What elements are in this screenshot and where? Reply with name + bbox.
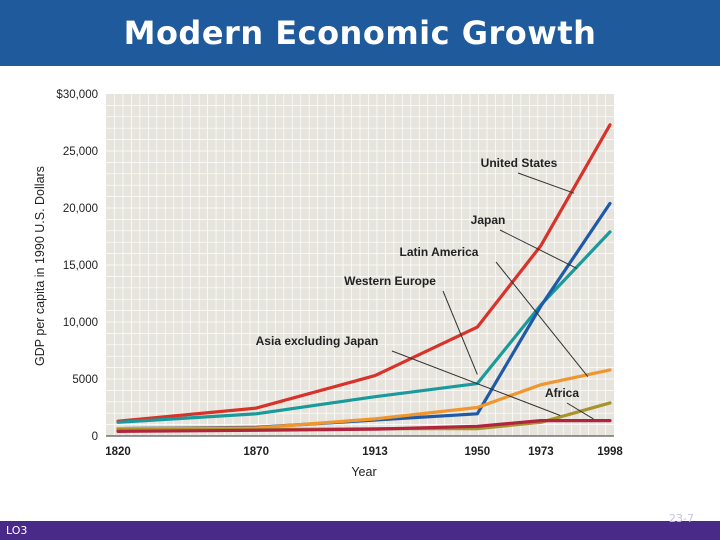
annotation-asia-excluding-japan: Asia excluding Japan bbox=[256, 334, 379, 348]
series-line-united-states bbox=[116, 123, 612, 423]
series-line-africa bbox=[116, 419, 612, 433]
x-tick-label: 1973 bbox=[528, 446, 554, 458]
leader-line bbox=[566, 402, 594, 420]
slide-title: Modern Economic Growth bbox=[123, 14, 597, 52]
x-tick-label: 1820 bbox=[105, 446, 131, 458]
annotation-africa: Africa bbox=[545, 386, 579, 400]
footer-bar bbox=[0, 521, 720, 540]
annotation-japan: Japan bbox=[471, 213, 506, 227]
annotation-leaders bbox=[391, 172, 594, 420]
series-line-western-europe bbox=[116, 230, 612, 424]
leader-line bbox=[495, 261, 589, 378]
learning-objective-label: LO3 bbox=[6, 524, 28, 537]
series-annotations: United States Japan Latin America Western E… bbox=[256, 156, 580, 400]
x-tick-label: 1870 bbox=[243, 446, 269, 458]
title-bar bbox=[0, 0, 720, 66]
annotation-western-europe: Western Europe bbox=[344, 274, 436, 288]
x-tick-label: 1950 bbox=[465, 446, 491, 458]
leader-line bbox=[391, 350, 561, 416]
x-axis-ticks: 1820 1870 1913 1950 1973 1998 bbox=[105, 446, 623, 458]
x-axis-label: Year bbox=[351, 465, 376, 479]
x-tick-label: 1998 bbox=[597, 446, 623, 458]
y-tick-label: 10,000 bbox=[63, 317, 98, 329]
slide-number: 23-7 bbox=[669, 512, 694, 525]
y-axis-label: GDP per capita in 1990 U.S. Dollars bbox=[33, 166, 47, 366]
leader-line bbox=[442, 290, 478, 375]
series-lines bbox=[116, 123, 612, 433]
annotation-united-states: United States bbox=[481, 156, 558, 170]
annotation-latin-america: Latin America bbox=[400, 245, 479, 259]
y-tick-label: $30,000 bbox=[56, 89, 98, 101]
y-tick-label: 0 bbox=[92, 431, 98, 443]
y-axis-ticks: 0 5000 10,000 15,000 20,000 25,000 $30,000 bbox=[56, 89, 98, 443]
y-tick-label: 5000 bbox=[72, 374, 98, 386]
leader-line bbox=[499, 229, 578, 269]
y-tick-label: 20,000 bbox=[63, 203, 98, 215]
y-tick-label: 25,000 bbox=[63, 146, 98, 158]
y-tick-label: 15,000 bbox=[63, 260, 98, 272]
x-tick-label: 1913 bbox=[362, 446, 388, 458]
leader-line bbox=[517, 172, 575, 194]
